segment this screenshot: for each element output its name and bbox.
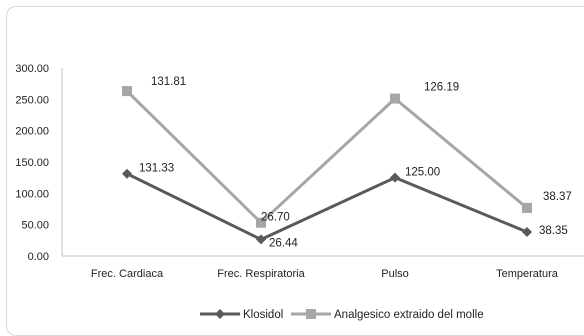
data-label: 131.81 [151, 76, 186, 88]
series-marker-square [122, 86, 132, 97]
y-tick-label: 50.00 [21, 220, 49, 232]
legend-marker-diamond [215, 309, 225, 319]
y-tick-label: 200.00 [15, 126, 49, 138]
series-line-0 [126, 172, 528, 242]
line-chart: 0.0050.00100.00150.00200.00250.00300.00 … [15, 63, 584, 321]
series-marker-square [522, 202, 532, 213]
series-marker-diamond [256, 234, 266, 245]
legend-marker-square [306, 309, 316, 319]
series-line-1 [125, 90, 528, 225]
data-label: 38.35 [539, 225, 568, 237]
legend-label: Analgesico extraido del molle [334, 309, 484, 321]
data-labels: 131.33 26.44 125.00 38.35 131.81 26.70 126.19 3… [139, 76, 572, 249]
chart-frame [6, 6, 584, 336]
series-marker-square [256, 217, 266, 228]
x-tick-label: Pulso [381, 268, 409, 280]
data-label: 26.44 [269, 237, 298, 249]
data-label: 125.00 [405, 167, 440, 179]
data-label: 26.70 [261, 212, 290, 224]
x-tick-label: Temperatura [496, 268, 559, 280]
x-tick-labels: Frec. Cardiaca Frec. Respiratoria Pulso Tem… [91, 268, 559, 280]
y-tick-label: 150.00 [15, 157, 49, 169]
y-tick-labels: 0.00 50.00 100.00 150.00 200.00 250.00 300.00 [15, 63, 49, 263]
series-group [122, 86, 532, 245]
legend-label: Klosidol [243, 309, 283, 321]
x-tick-label: Frec. Respiratoria [217, 268, 305, 280]
y-tick-label: 300.00 [15, 63, 49, 75]
series-marker-diamond [122, 168, 132, 179]
series-marker-diamond [522, 226, 532, 237]
x-tick-label: Frec. Cardiaca [91, 268, 164, 280]
series-marker-square [390, 93, 400, 104]
y-tick-label: 0.00 [28, 251, 49, 263]
data-label: 38.37 [543, 191, 572, 203]
data-label: 126.19 [424, 82, 459, 94]
y-tick-label: 100.00 [15, 188, 49, 200]
series-marker-diamond [390, 172, 400, 183]
data-label: 131.33 [139, 163, 174, 175]
legend: Klosidol Analgesico extraido del molle [200, 309, 484, 321]
y-tick-label: 250.00 [15, 94, 49, 106]
